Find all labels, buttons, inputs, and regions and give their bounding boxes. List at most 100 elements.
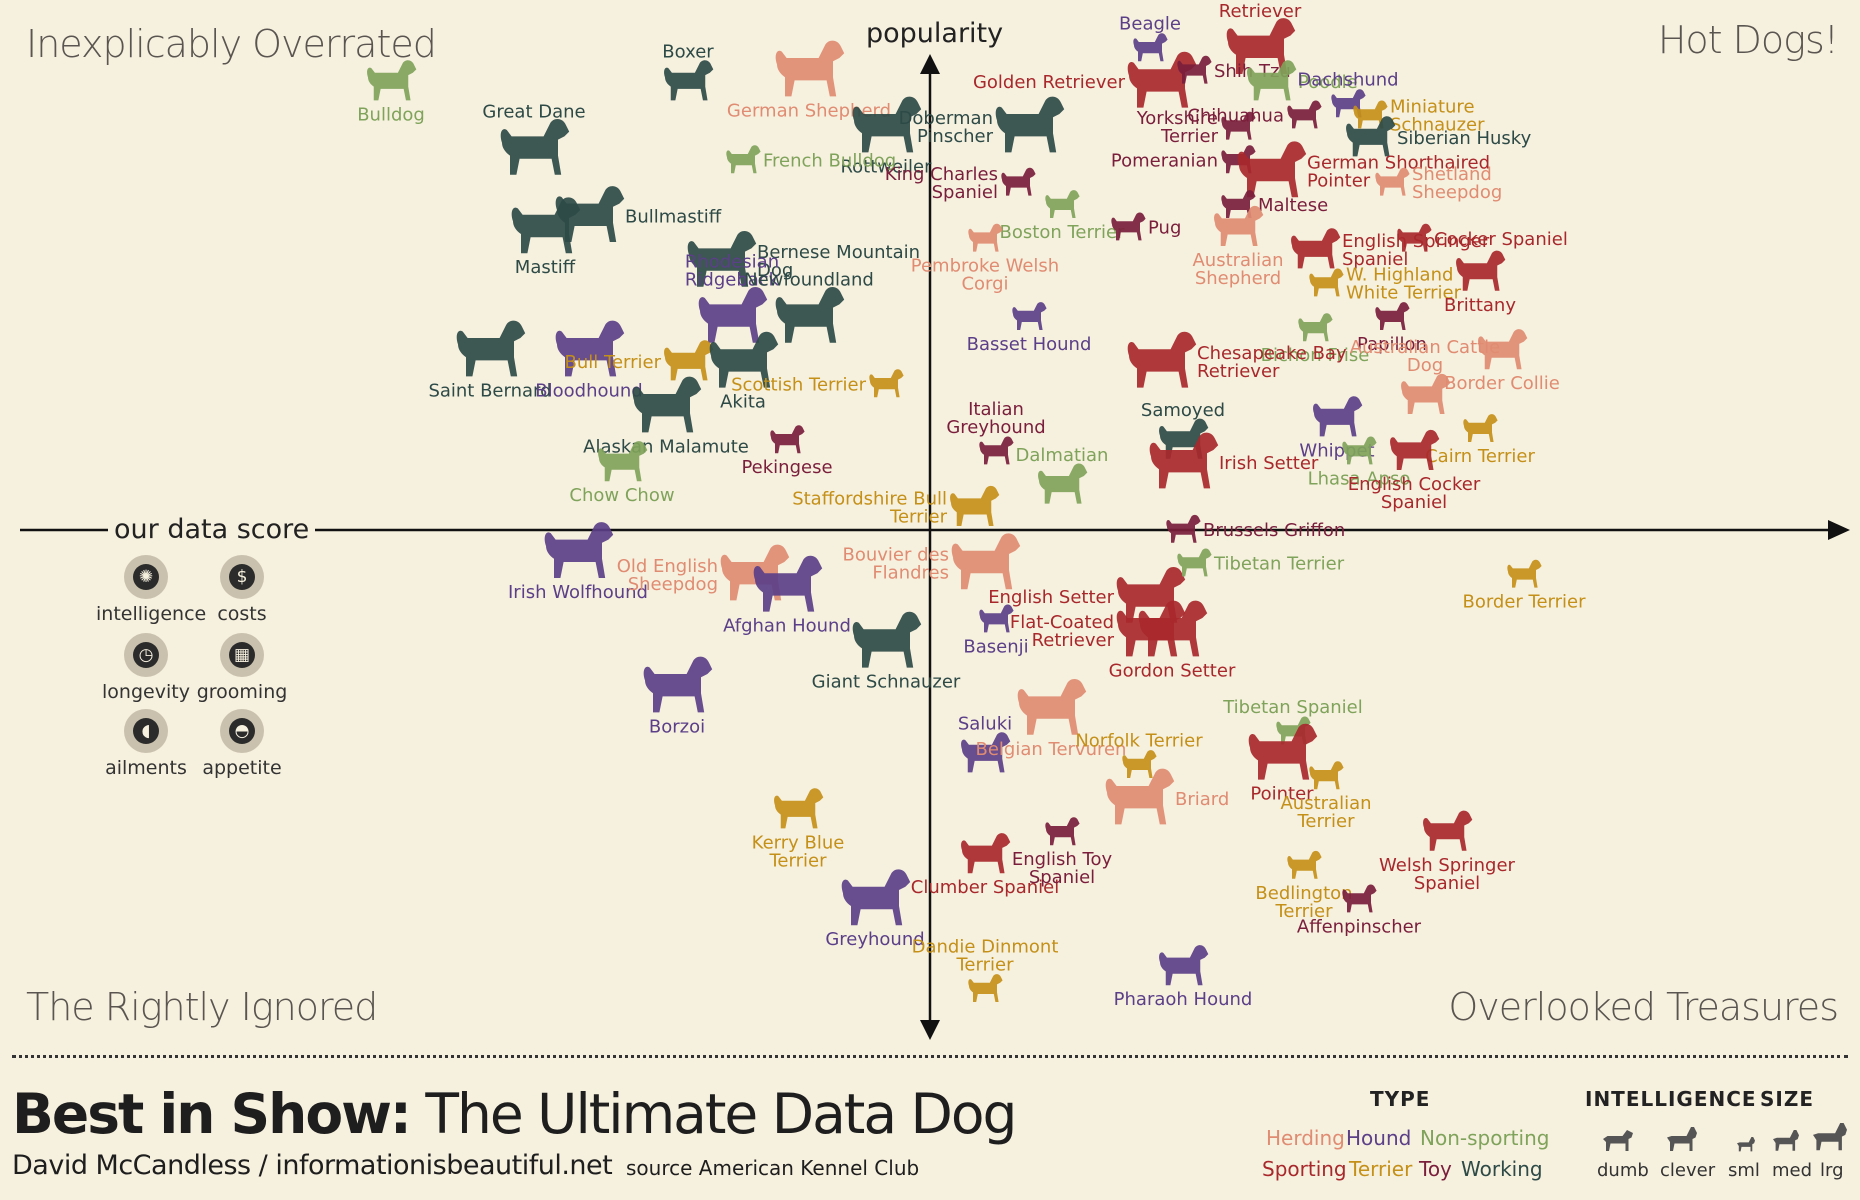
dog-silhouette-icon bbox=[1342, 884, 1377, 913]
dog-label: Miniature Schnauzer bbox=[1390, 97, 1485, 136]
type-non-sporting: Non-sporting bbox=[1420, 1126, 1550, 1150]
dog-marker bbox=[687, 230, 757, 287]
dog-label-line: Spaniel bbox=[932, 182, 998, 203]
dog-marker bbox=[1237, 141, 1307, 198]
score-label: longevity bbox=[102, 681, 190, 703]
dog-label: Rhodesian Ridgeback bbox=[685, 252, 780, 291]
dog-label: Chesapeake Bay Retriever bbox=[1197, 343, 1347, 382]
dog-label: Gordon Setter bbox=[1109, 660, 1236, 681]
intelligence-legend-title: INTELLIGENCE bbox=[1585, 1087, 1757, 1111]
dog-label: Saluki bbox=[958, 714, 1012, 735]
dog-marker bbox=[598, 441, 648, 482]
dog-silhouette-icon bbox=[995, 96, 1065, 153]
dog-label-line: Ridgeback bbox=[685, 270, 780, 291]
dog-marker bbox=[1346, 116, 1396, 157]
intelligence-clever-label: clever bbox=[1660, 1160, 1716, 1181]
dog-silhouette-icon bbox=[1237, 141, 1307, 198]
dog-label: Akita bbox=[720, 392, 766, 413]
dog-label: Bernese Mountain Dog bbox=[757, 242, 920, 281]
dog-label-line: Greyhound bbox=[825, 929, 924, 950]
score-circle: ◓ bbox=[220, 709, 264, 753]
dog-silhouette-icon bbox=[456, 320, 526, 377]
dog-label: Border Terrier bbox=[1462, 592, 1586, 613]
dog-marker bbox=[1177, 55, 1212, 84]
dog-label-line: Cairn Terrier bbox=[1425, 446, 1535, 467]
dog-label: Boxer bbox=[662, 42, 714, 63]
footer-divider bbox=[12, 1055, 1848, 1058]
dog-label: Bulldog bbox=[357, 104, 425, 125]
dog-silhouette-icon bbox=[1478, 329, 1528, 370]
dog-label-line: Terrier bbox=[1275, 901, 1334, 922]
dog-label-line: Miniature bbox=[1390, 97, 1475, 118]
dog-marker bbox=[961, 833, 1011, 874]
dog-label-line: Borzoi bbox=[649, 716, 705, 737]
dog-label-line: Pembroke Welsh bbox=[911, 256, 1059, 277]
dog-label-line: Flandres bbox=[872, 563, 949, 584]
dog-marker bbox=[1045, 190, 1080, 218]
dog-label: Brussels Griffon bbox=[1203, 520, 1345, 541]
dog-label-line: King Charles bbox=[885, 164, 998, 185]
dog-label-line: Corgi bbox=[961, 274, 1008, 295]
dog-label-line: English Toy bbox=[1012, 849, 1113, 870]
dog-silhouette-icon bbox=[367, 60, 417, 101]
footer-title-bold: Best in Show: bbox=[12, 1082, 412, 1146]
dog-label-line: Brittany bbox=[1444, 295, 1516, 316]
comb-icon: ▦ bbox=[229, 642, 255, 668]
dog-label: Irish Wolfhound bbox=[508, 582, 648, 603]
dog-marker bbox=[1291, 228, 1341, 269]
dog-label-line: Greyhound bbox=[946, 417, 1045, 438]
dog-label-line: Dog bbox=[757, 260, 793, 281]
dog-label-line: Saluki bbox=[958, 714, 1012, 735]
dog-marker bbox=[1138, 600, 1208, 657]
dog-label: Maltese bbox=[1258, 195, 1328, 216]
dog-marker bbox=[726, 145, 761, 174]
dog-marker bbox=[1221, 111, 1256, 140]
dog-silhouette-icon bbox=[869, 369, 904, 398]
dog-label-line: Kerry Blue bbox=[752, 832, 845, 853]
score-item-longevity: ◷ longevity bbox=[96, 633, 196, 703]
size-medium-label: med bbox=[1772, 1160, 1813, 1181]
quadrant-bottom-left-label: The Rightly Ignored bbox=[26, 985, 378, 1029]
brain-icon: ✺ bbox=[133, 564, 159, 590]
score-circle: ✺ bbox=[124, 555, 168, 599]
dog-label: Borzoi bbox=[649, 716, 705, 737]
intelligence-dumb-label: dumb bbox=[1597, 1160, 1649, 1181]
quadrant-top-right-label: Hot Dogs! bbox=[1657, 18, 1839, 62]
dog-marker bbox=[1149, 432, 1219, 489]
dog-label: Australian Terrier bbox=[1280, 793, 1371, 832]
dog-label-line: Chihuahua bbox=[1187, 106, 1284, 127]
dog-label-line: Pointer bbox=[1250, 784, 1314, 805]
dog-label-line: Bullmastiff bbox=[625, 206, 722, 227]
dog-label-line: Dandie Dinmont bbox=[912, 936, 1059, 957]
x-axis-arrow bbox=[1828, 520, 1850, 540]
dog-marker bbox=[1038, 463, 1088, 504]
dog-label: Pharaoh Hound bbox=[1114, 989, 1253, 1010]
dog-label: Basenji bbox=[963, 636, 1028, 657]
dog-label-line: Border Collie bbox=[1444, 373, 1560, 394]
dog-label-line: Cocker Spaniel bbox=[1434, 229, 1568, 250]
dog-label-line: Pug bbox=[1148, 218, 1181, 239]
dog-marker bbox=[1390, 429, 1440, 470]
dog-silhouette-icon bbox=[555, 320, 625, 377]
dog-silhouette-icon bbox=[775, 40, 845, 97]
dog-marker bbox=[544, 522, 614, 578]
dog-label-line: Great Dane bbox=[482, 102, 585, 123]
dog-silhouette-icon bbox=[698, 286, 768, 343]
dog-silhouette-icon bbox=[1111, 212, 1146, 241]
dog-label-line: Pharaoh Hound bbox=[1114, 989, 1253, 1010]
dog-label: Dalmatian bbox=[1016, 445, 1109, 466]
dog-silhouette-icon bbox=[1127, 331, 1197, 388]
dog-label: Beagle bbox=[1119, 14, 1181, 35]
dog-marker bbox=[995, 96, 1065, 153]
dog-label-line: Pointer bbox=[1307, 171, 1371, 192]
dog-label-line: W. Highland bbox=[1346, 265, 1453, 286]
dog-label: Great Dane bbox=[482, 102, 585, 123]
type-herding: Herding bbox=[1266, 1126, 1345, 1150]
dog-silhouette-icon bbox=[687, 230, 757, 287]
dog-label-line: Scottish Terrier bbox=[731, 374, 867, 395]
dog-label-line: Pekingese bbox=[741, 457, 832, 478]
dog-label-line: Border Terrier bbox=[1462, 592, 1586, 613]
dog-marker bbox=[1375, 167, 1410, 196]
dog-silhouette-icon bbox=[664, 60, 714, 101]
type-toy: Toy bbox=[1419, 1157, 1452, 1181]
